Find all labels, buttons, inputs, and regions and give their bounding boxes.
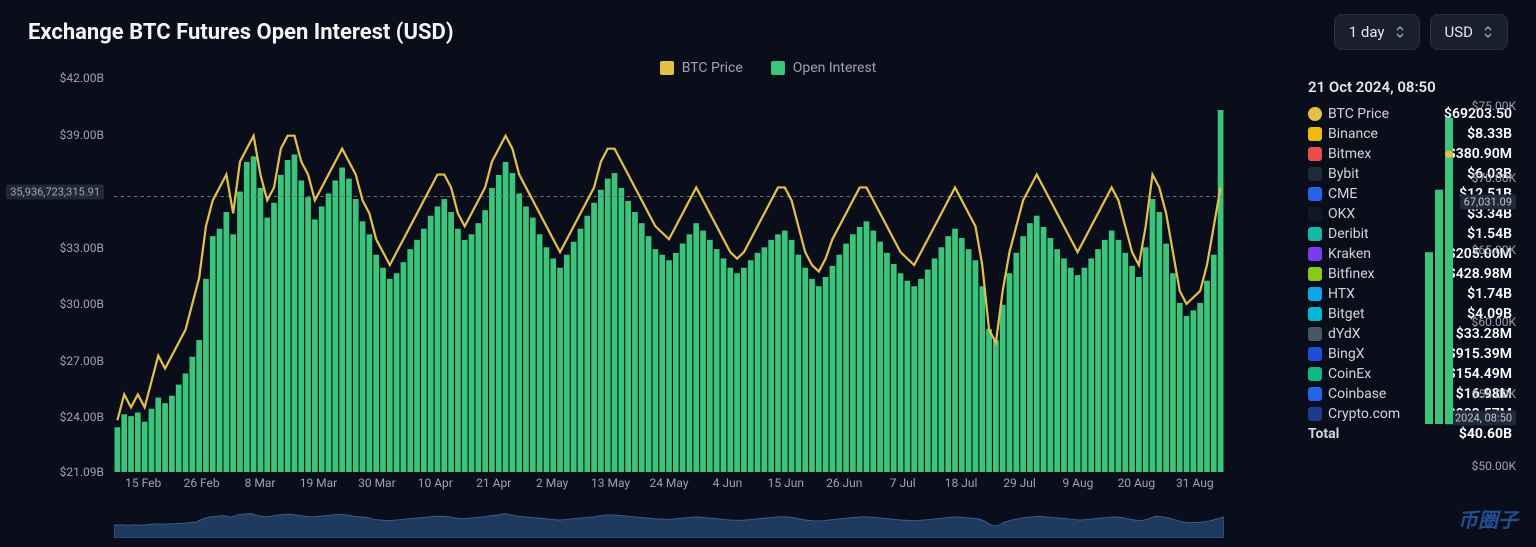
legend-open-interest[interactable]: Open Interest [771, 60, 877, 76]
tooltip-exchange-row: Bybit$6.03B [1308, 164, 1512, 184]
y-tick-left: $21.09B [60, 465, 104, 479]
tooltip-exchange-row: OKX$3.34B [1308, 204, 1512, 224]
tooltip-total-row: Total $40.60B [1308, 424, 1512, 444]
x-tick: 15 Jun [768, 476, 804, 490]
x-tick: 20 Aug [1118, 476, 1156, 490]
y-tick-left: 35,936,723,315.91 [6, 185, 104, 200]
timeframe-dropdown[interactable]: 1 day [1334, 14, 1420, 50]
x-tick: 19 Mar [300, 476, 338, 490]
tooltip-panel: 21 Oct 2024, 08:50 BTC Price $69203.50 B… [1308, 78, 1518, 538]
tooltip-exchange-row: CME$12.51B [1308, 184, 1512, 204]
tooltip-exchange-row: Deribit$1.54B [1308, 224, 1512, 244]
y-tick-left: $42.00B [60, 71, 104, 85]
y-tick-left: $30.00B [60, 297, 104, 311]
tooltip-exchange-row: Kraken$205.00M [1308, 244, 1512, 264]
x-tick: 2 May [536, 476, 568, 490]
currency-dropdown[interactable]: USD [1430, 14, 1508, 50]
x-tick: 26 Feb [184, 476, 220, 490]
chart-plot[interactable]: 35,936,723,315.91 67,031.09 [114, 84, 1224, 472]
y-axis-left: $42.00B$39.00B35,936,723,315.91$33.00B$3… [18, 78, 110, 472]
tooltip-exchange-row: BingX$915.39M [1308, 344, 1512, 364]
x-tick: 24 May [649, 476, 688, 490]
x-tick: 26 Jun [826, 476, 862, 490]
currency-label: USD [1445, 23, 1473, 41]
page-title: Exchange BTC Futures Open Interest (USD) [28, 20, 454, 45]
tooltip-exchange-row: Coinbase$16.98M [1308, 384, 1512, 404]
y-tick-left: $27.00B [60, 354, 104, 368]
tooltip-exchange-row: HTX$1.74B [1308, 284, 1512, 304]
x-tick: 7 Jul [890, 476, 916, 490]
x-tick: 31 Aug [1176, 476, 1214, 490]
x-axis: 15 Feb 26 Feb 8 Mar 19 Mar 30 Mar 10 Apr 21 Ap… [114, 476, 1224, 496]
x-tick: 15 Feb [125, 476, 161, 490]
y-tick-left: $24.00B [60, 410, 104, 424]
tooltip-exchange-row: Bitget$4.09B [1308, 304, 1512, 324]
chart-area[interactable]: $42.00B$39.00B35,936,723,315.91$33.00B$3… [18, 78, 1314, 538]
tooltip-timestamp: 21 Oct 2024, 08:50 [1308, 78, 1512, 96]
legend-btc-price[interactable]: BTC Price [660, 60, 743, 76]
legend-swatch-oi [771, 61, 785, 75]
chevron-updown-icon [1483, 25, 1493, 39]
x-tick: 4 Jun [713, 476, 743, 490]
chevron-updown-icon [1395, 25, 1405, 39]
x-tick: 10 Apr [418, 476, 453, 490]
x-tick: 8 Mar [245, 476, 276, 490]
x-tick: 18 Jul [945, 476, 978, 490]
tooltip-exchange-row: CoinEx$154.49M [1308, 364, 1512, 384]
x-tick: 21 Apr [476, 476, 511, 490]
y-tick-left: $33.00B [60, 241, 104, 255]
y-tick-left: $39.00B [60, 128, 104, 142]
tooltip-exchange-row: Bitfinex$428.98M [1308, 264, 1512, 284]
legend-label-price: BTC Price [682, 60, 743, 76]
tooltip-exchange-row: dYdX$33.28M [1308, 324, 1512, 344]
legend-label-oi: Open Interest [793, 60, 877, 76]
x-tick: 13 May [591, 476, 630, 490]
tooltip-exchange-row: Crypto.com$903.57M [1308, 404, 1512, 424]
legend-swatch-price [660, 61, 674, 75]
tooltip-exchange-row: Bitmex$380.90M [1308, 144, 1512, 164]
x-tick: 30 Mar [358, 476, 396, 490]
x-tick: 9 Aug [1063, 476, 1094, 490]
tooltip-exchange-row: Binance$8.33B [1308, 124, 1512, 144]
x-tick: 29 Jul [1003, 476, 1036, 490]
timeframe-label: 1 day [1349, 23, 1385, 41]
brush-track[interactable] [114, 500, 1224, 538]
tooltip-price-row: BTC Price $69203.50 [1308, 104, 1512, 124]
